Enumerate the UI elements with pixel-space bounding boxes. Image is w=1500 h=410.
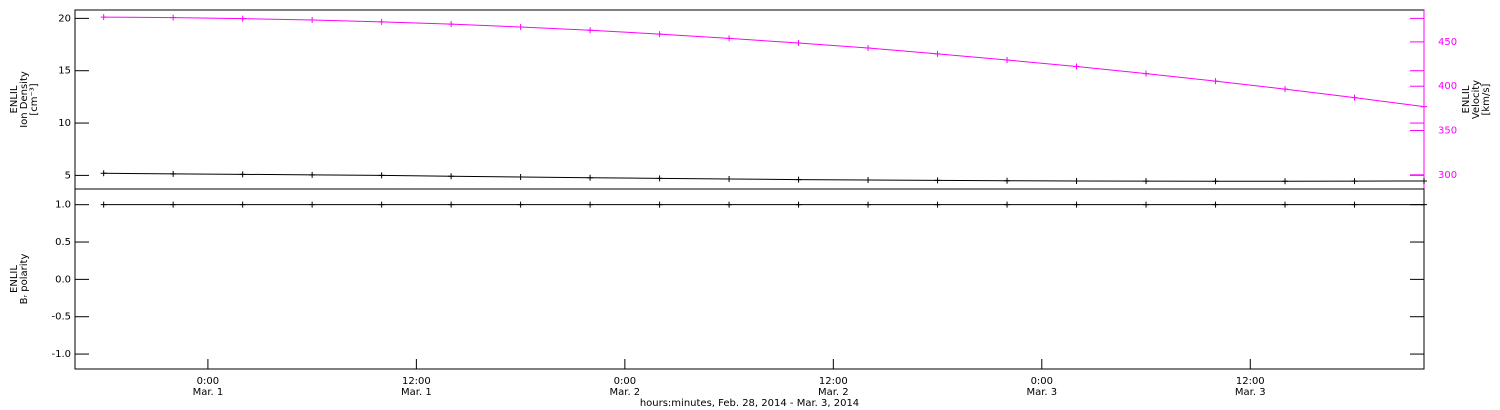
point-marker <box>1421 177 1427 184</box>
series-line <box>103 172 1425 182</box>
x-tick-label: 0:00 <box>197 376 219 387</box>
point-marker <box>448 173 455 180</box>
x-tick-label: 0:00 <box>1031 376 1053 387</box>
point-marker <box>170 170 177 177</box>
point-marker <box>656 201 663 208</box>
point-marker <box>517 24 524 31</box>
y-axis-label: [cm⁻³] <box>29 83 40 115</box>
point-marker <box>448 201 455 208</box>
point-marker <box>170 14 177 21</box>
y-axis-label: Ion Density <box>19 71 30 128</box>
point-marker <box>1212 178 1219 185</box>
point-marker <box>1004 201 1011 208</box>
point-marker <box>378 201 385 208</box>
point-marker <box>1421 201 1427 208</box>
point-marker <box>378 18 385 25</box>
point-marker <box>934 50 941 57</box>
x-tick-label: 0:00 <box>614 376 636 387</box>
point-marker <box>100 201 107 208</box>
point-marker <box>934 177 941 184</box>
point-marker <box>448 21 455 28</box>
point-marker <box>1282 201 1289 208</box>
x-tick-date: Mar. 2 <box>818 387 849 398</box>
point-marker <box>239 15 246 22</box>
y-axis-label: ENLIL <box>9 85 20 113</box>
point-marker <box>934 201 941 208</box>
point-marker <box>100 170 107 177</box>
point-marker <box>656 31 663 38</box>
y2-tick-label: 300 <box>1438 170 1457 181</box>
point-marker <box>587 27 594 34</box>
y-tick-label: -0.5 <box>51 312 71 323</box>
point-marker <box>239 171 246 178</box>
y-tick-label: 0.5 <box>55 237 71 248</box>
point-marker <box>1282 178 1289 185</box>
point-marker <box>309 201 316 208</box>
point-marker <box>726 175 733 182</box>
point-marker <box>309 17 316 24</box>
y-tick-label: 10 <box>58 118 71 129</box>
y-tick-label: 15 <box>58 66 71 77</box>
point-marker <box>239 201 246 208</box>
point-marker <box>726 201 733 208</box>
point-marker <box>865 45 872 52</box>
point-marker <box>1212 201 1219 208</box>
y-tick-label: 20 <box>58 13 71 24</box>
y2-tick-label: 450 <box>1438 37 1457 48</box>
point-marker <box>656 175 663 182</box>
point-marker <box>517 173 524 180</box>
point-marker <box>587 201 594 208</box>
point-marker <box>795 176 802 183</box>
point-marker <box>1004 56 1011 63</box>
x-tick-label: 12:00 <box>402 376 431 387</box>
point-marker <box>795 201 802 208</box>
y2-tick-label: 400 <box>1438 81 1457 92</box>
point-marker <box>1073 63 1080 70</box>
x-tick-date: Mar. 3 <box>1026 387 1057 398</box>
point-marker <box>517 201 524 208</box>
point-marker <box>1421 103 1427 110</box>
x-tick-date: Mar. 1 <box>401 387 432 398</box>
point-marker <box>170 201 177 208</box>
point-marker <box>309 171 316 178</box>
x-tick-label: 12:00 <box>1236 376 1265 387</box>
point-marker <box>726 35 733 42</box>
y-tick-label: 0.0 <box>55 274 71 285</box>
y2-axis-label: ENLIL <box>1461 85 1472 113</box>
point-marker <box>378 172 385 179</box>
point-marker <box>1073 177 1080 184</box>
y-axis-label: Bᵣ polarity <box>19 254 30 305</box>
point-marker <box>1351 201 1358 208</box>
x-axis-label: hours:minutes, Feb. 28, 2014 - Mar. 3, 2… <box>640 398 859 409</box>
point-marker <box>587 174 594 181</box>
point-marker <box>1143 201 1150 208</box>
x-tick-label: 12:00 <box>819 376 848 387</box>
point-marker <box>1004 177 1011 184</box>
point-marker <box>1143 178 1150 185</box>
y2-tick-label: 350 <box>1438 126 1457 137</box>
point-marker <box>865 201 872 208</box>
series-line <box>103 16 1425 108</box>
y-tick-label: 1.0 <box>55 200 71 211</box>
point-marker <box>1351 94 1358 101</box>
y-tick-label: -1.0 <box>51 349 71 360</box>
x-tick-date: Mar. 3 <box>1235 387 1266 398</box>
x-tick-date: Mar. 2 <box>610 387 641 398</box>
point-marker <box>865 176 872 183</box>
y2-axis-label: Velocity <box>1471 80 1482 119</box>
x-tick-date: Mar. 1 <box>193 387 224 398</box>
point-marker <box>1073 201 1080 208</box>
point-marker <box>100 14 107 21</box>
point-marker <box>795 40 802 47</box>
point-marker <box>1351 178 1358 185</box>
point-marker <box>1212 78 1219 85</box>
y-axis-label: ENLIL <box>9 265 20 293</box>
plot-frame <box>74 9 1425 190</box>
point-marker <box>1143 70 1150 77</box>
y2-axis-label: [km/s] <box>1481 83 1492 115</box>
plot-frame <box>74 188 1425 370</box>
y-tick-label: 5 <box>65 170 71 181</box>
point-marker <box>1282 86 1289 93</box>
